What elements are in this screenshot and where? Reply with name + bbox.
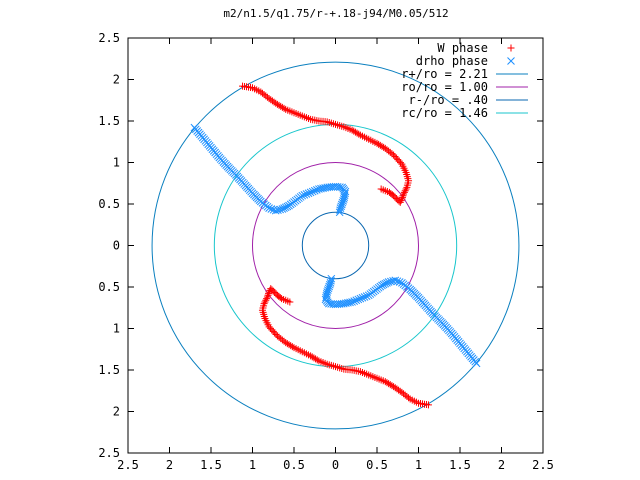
point-plus xyxy=(275,333,283,341)
point-x xyxy=(308,187,317,196)
point-plus xyxy=(266,324,274,332)
point-x xyxy=(395,278,404,286)
point-plus xyxy=(263,295,271,303)
y-tick-label: 0 xyxy=(113,239,120,253)
y-tick-label: 1 xyxy=(113,322,120,336)
point-x xyxy=(304,189,313,198)
series-group xyxy=(239,82,432,409)
point-plus xyxy=(399,192,407,200)
point-plus xyxy=(383,379,391,387)
reference-circle xyxy=(213,123,458,368)
reference-circle xyxy=(301,211,370,280)
y-tick-label: 2.5 xyxy=(98,446,120,460)
point-x xyxy=(271,206,280,215)
legend-label: r+/ro = 2.21 xyxy=(401,67,488,81)
reference-circle xyxy=(252,162,419,329)
point-plus xyxy=(261,298,269,306)
point-x xyxy=(265,204,273,213)
x-tick-label: 1 xyxy=(415,458,422,472)
x-tick-label: 0.5 xyxy=(366,458,388,472)
point-x xyxy=(335,208,344,217)
legend-label: r-/ro = .40 xyxy=(409,93,488,107)
point-plus xyxy=(403,183,411,191)
point-plus xyxy=(260,300,268,308)
point-x xyxy=(312,186,321,194)
point-x xyxy=(274,206,282,214)
point-x xyxy=(267,205,276,213)
point-plus xyxy=(388,150,396,158)
reference-circle xyxy=(151,61,520,430)
point-x xyxy=(358,293,367,302)
y-tick-label: 0.5 xyxy=(98,280,120,294)
point-plus xyxy=(397,159,405,167)
point-x xyxy=(379,280,388,289)
y-tick-label: 0.5 xyxy=(98,197,120,211)
legend-label: W phase xyxy=(437,41,488,55)
point-x xyxy=(354,295,363,304)
y-tick-label: 2.5 xyxy=(98,31,120,45)
x-tick-label: 2 xyxy=(166,458,173,472)
x-tick-label: 1.5 xyxy=(200,458,222,472)
data-series xyxy=(190,82,481,409)
y-tick-label: 1 xyxy=(113,156,120,170)
point-x xyxy=(364,291,373,300)
point-plus xyxy=(401,187,409,195)
point-x xyxy=(352,296,361,305)
legend-label: rc/ro = 1.46 xyxy=(401,106,488,120)
x-tick-label: 1 xyxy=(249,458,256,472)
point-plus xyxy=(265,290,273,298)
point-x xyxy=(327,276,335,285)
legend-swatch xyxy=(507,44,515,52)
y-tick-label: 1.5 xyxy=(98,114,120,128)
point-x xyxy=(391,276,400,285)
x-tick-label: 1.5 xyxy=(449,458,471,472)
point-x xyxy=(336,206,344,215)
point-plus xyxy=(377,185,385,193)
point-plus xyxy=(286,298,294,306)
y-tick-label: 2 xyxy=(113,405,120,419)
legend-label: drho phase xyxy=(416,54,488,68)
x-tick-label: 2.5 xyxy=(532,458,554,472)
legend-swatch xyxy=(507,57,515,65)
point-plus xyxy=(355,130,363,138)
point-plus xyxy=(262,296,270,304)
point-x xyxy=(300,191,309,199)
point-x xyxy=(302,190,311,198)
legend-label: ro/ro = 1.00 xyxy=(401,80,488,94)
series-group xyxy=(190,123,481,368)
x-tick-label: 2.5 xyxy=(117,458,139,472)
point-plus xyxy=(400,188,408,196)
y-tick-label: 1.5 xyxy=(98,363,120,377)
point-plus xyxy=(280,104,288,112)
point-x xyxy=(356,294,365,303)
point-plus xyxy=(308,353,316,361)
chart-title: m2/n1.5/q1.75/r-+.18-j94/M0.05/512 xyxy=(223,7,448,20)
point-plus xyxy=(264,291,272,299)
point-plus xyxy=(400,190,408,198)
point-x xyxy=(306,188,315,197)
point-x xyxy=(310,186,319,195)
point-x xyxy=(327,274,336,283)
x-tick-label: 0 xyxy=(332,458,339,472)
point-x xyxy=(298,191,307,200)
x-axis: 2.5 2 1.5 1 0.5 0 0.5 1 1.5 2 2.5 xyxy=(117,38,554,472)
point-x xyxy=(389,277,397,285)
point-x xyxy=(350,297,359,305)
point-plus xyxy=(398,193,406,201)
point-x xyxy=(360,293,369,301)
point-plus xyxy=(402,185,410,193)
x-tick-label: 0.5 xyxy=(283,458,305,472)
point-x xyxy=(398,278,406,287)
point-plus xyxy=(263,293,271,301)
x-tick-label: 2 xyxy=(498,458,505,472)
y-axis: 2.5 2 1.5 1 0.5 0 0.5 1 1.5 2 2.5 xyxy=(98,31,543,460)
y-tick-label: 2 xyxy=(113,73,120,87)
point-x xyxy=(283,202,292,211)
point-x xyxy=(362,292,371,300)
